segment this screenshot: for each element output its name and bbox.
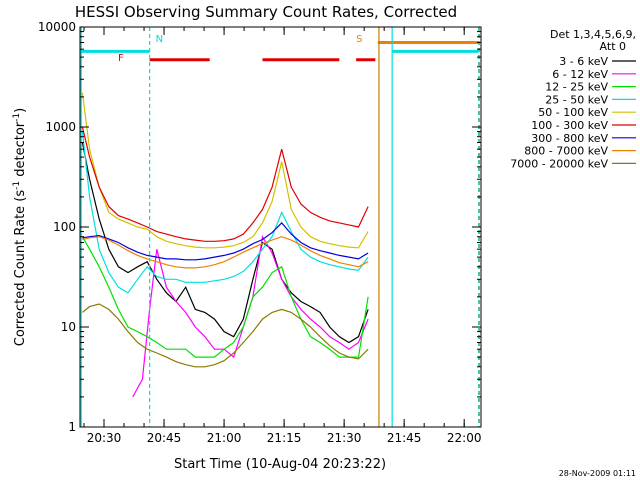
legend-entry-label-6: 300 - 800 keV — [531, 132, 608, 145]
series-line-3 — [81, 131, 369, 294]
y-axis-label-mid: detector — [13, 121, 28, 181]
legend-entry-label-5: 100 - 300 keV — [531, 119, 608, 132]
series-line-0 — [81, 142, 369, 344]
y-axis-label-main: Corrected Count Rate (s — [13, 190, 28, 347]
legend-entry-label-4: 50 - 100 keV — [538, 106, 608, 119]
legend-header-1: Det 1,3,4,5,6,9, — [550, 28, 636, 41]
series-line-2 — [81, 236, 369, 358]
legend-entry-label-7: 800 - 7000 keV — [524, 145, 608, 158]
x-tick-label-3: 21:15 — [267, 431, 302, 445]
legend-header-2: Att 0 — [600, 40, 626, 53]
y-tick-label-0: 1 — [68, 420, 76, 434]
series-line-4 — [81, 92, 369, 249]
series-line-5 — [81, 126, 369, 242]
x-tick-label-2: 21:00 — [207, 431, 242, 445]
x-tick-label-1: 20:45 — [147, 431, 182, 445]
x-tick-label-6: 22:00 — [447, 431, 482, 445]
legend-entry-label-2: 12 - 25 keV — [545, 81, 608, 94]
x-tick-label-4: 21:30 — [327, 431, 362, 445]
legend-entry-label-8: 7000 - 20000 keV — [510, 157, 608, 170]
x-tick-label-0: 20:30 — [87, 431, 122, 445]
x-axis: 20:30 20:45 21:00 21:15 21:30 21:45 22:00 — [83, 27, 482, 445]
series-line-6 — [82, 222, 369, 261]
footer-timestamp: 28-Nov-2009 01:11 — [559, 469, 636, 478]
y-tick-label-2: 100 — [53, 220, 76, 234]
y-tick-label-3: 1000 — [45, 120, 76, 134]
y-axis: 1 10 100 1000 10000 — [38, 20, 481, 434]
series-line-7 — [82, 236, 369, 269]
chart-title: HESSI Observing Summary Count Rates, Cor… — [75, 3, 457, 21]
legend-entry-label-1: 6 - 12 keV — [552, 68, 608, 81]
x-axis-label: Start Time (10-Aug-04 20:23:22) — [174, 457, 386, 472]
y-axis-label-sup2: -1 — [12, 113, 22, 122]
y-axis-label-end: ) — [13, 108, 28, 113]
plot-area: N F S — [80, 27, 480, 427]
annotation-n: N — [156, 34, 163, 45]
y-tick-label-4: 10000 — [38, 20, 76, 34]
legend-entry-label-3: 25 - 50 keV — [545, 93, 608, 106]
y-tick-label-1: 10 — [61, 320, 76, 334]
legend-entry-label-0: 3 - 6 keV — [559, 55, 608, 68]
y-axis-label-sup1: -1 — [12, 181, 22, 190]
x-tick-label-5: 21:45 — [387, 431, 422, 445]
series-line-8 — [82, 303, 369, 368]
annotation-s: S — [356, 34, 362, 45]
y-axis-label: Corrected Count Rate (s-1 detector-1) — [12, 108, 28, 346]
annotation-f: F — [118, 53, 124, 64]
